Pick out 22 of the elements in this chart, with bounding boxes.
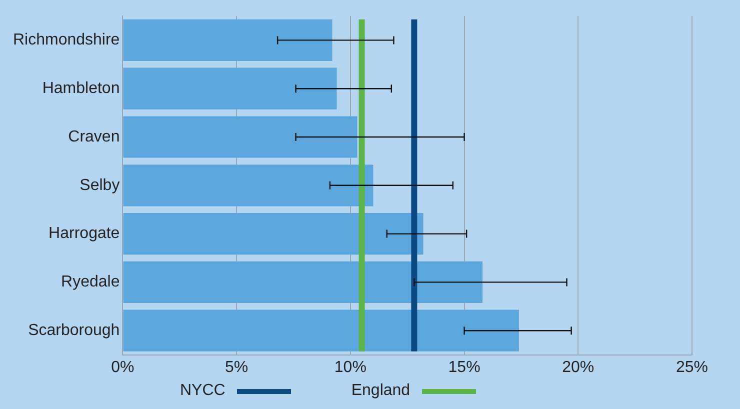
x-tick-label: 0% — [111, 358, 134, 376]
bar — [123, 116, 358, 158]
bar — [123, 310, 519, 352]
y-tick-label: Scarborough — [28, 322, 120, 340]
x-tick-label: 10% — [334, 358, 366, 376]
y-tick-label: Richmondshire — [12, 32, 120, 49]
x-tick-label: 5% — [225, 358, 248, 376]
x-tick-label: 15% — [448, 358, 480, 376]
bar — [123, 164, 374, 206]
y-tick-label: Harrogate — [48, 225, 120, 242]
bar — [123, 212, 424, 255]
y-tick-label: Hambleton — [42, 80, 120, 98]
x-tick-label: 25% — [676, 358, 708, 376]
y-tick-label: Selby — [80, 176, 120, 194]
x-tick-label: 20% — [562, 358, 594, 376]
bar — [123, 68, 337, 110]
legend-label: England — [351, 382, 410, 400]
bar — [123, 261, 482, 304]
legend-label: NYCC — [180, 382, 226, 400]
y-tick-label: Craven — [68, 128, 120, 146]
y-tick-label: Ryedale — [61, 274, 120, 291]
bar — [123, 19, 332, 62]
